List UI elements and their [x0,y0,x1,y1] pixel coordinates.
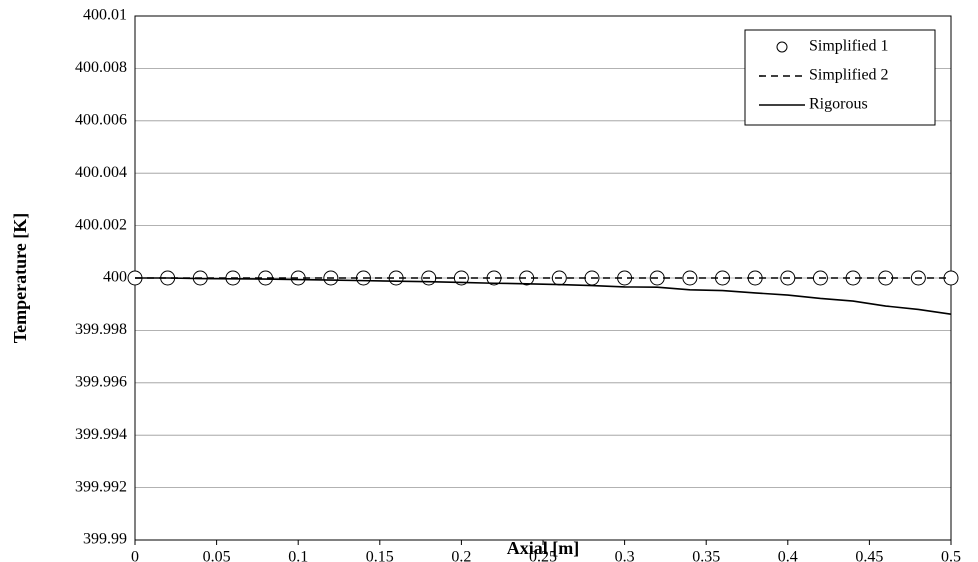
y-tick-label: 400.004 [75,164,127,181]
y-tick-label: 399.998 [75,321,127,338]
y-tick-label: 399.994 [75,426,127,443]
x-tick-label: 0.15 [366,549,394,562]
y-tick-label: 400.01 [83,7,127,24]
legend-label: Simplified 1 [809,38,889,55]
x-tick-label: 0.45 [855,549,883,562]
x-tick-label: 0.4 [778,549,798,562]
x-axis-label: Axial [m] [507,538,579,558]
y-tick-label: 400.002 [75,216,127,233]
y-tick-label: 399.992 [75,478,127,495]
legend-label: Simplified 2 [809,67,889,84]
legend-label: Rigorous [809,96,868,113]
y-tick-label: 400.008 [75,59,127,76]
x-tick-label: 0.5 [941,549,961,562]
x-tick-label: 0.25 [529,549,557,562]
y-tick-label: 400 [103,269,127,286]
y-tick-label: 399.996 [75,373,127,390]
x-tick-label: 0 [131,549,139,562]
x-tick-label: 0.05 [203,549,231,562]
marker [943,270,959,286]
legend-marker [776,41,788,53]
x-tick-label: 0.1 [288,549,308,562]
x-tick-label: 0.3 [615,549,635,562]
y-axis-label: Temperature [K] [10,213,30,343]
x-tick-label: 0.35 [692,549,720,562]
y-tick-label: 399.99 [83,531,127,548]
series-line [135,277,952,315]
y-tick-label: 400.006 [75,111,127,128]
x-tick-label: 0.2 [451,549,471,562]
